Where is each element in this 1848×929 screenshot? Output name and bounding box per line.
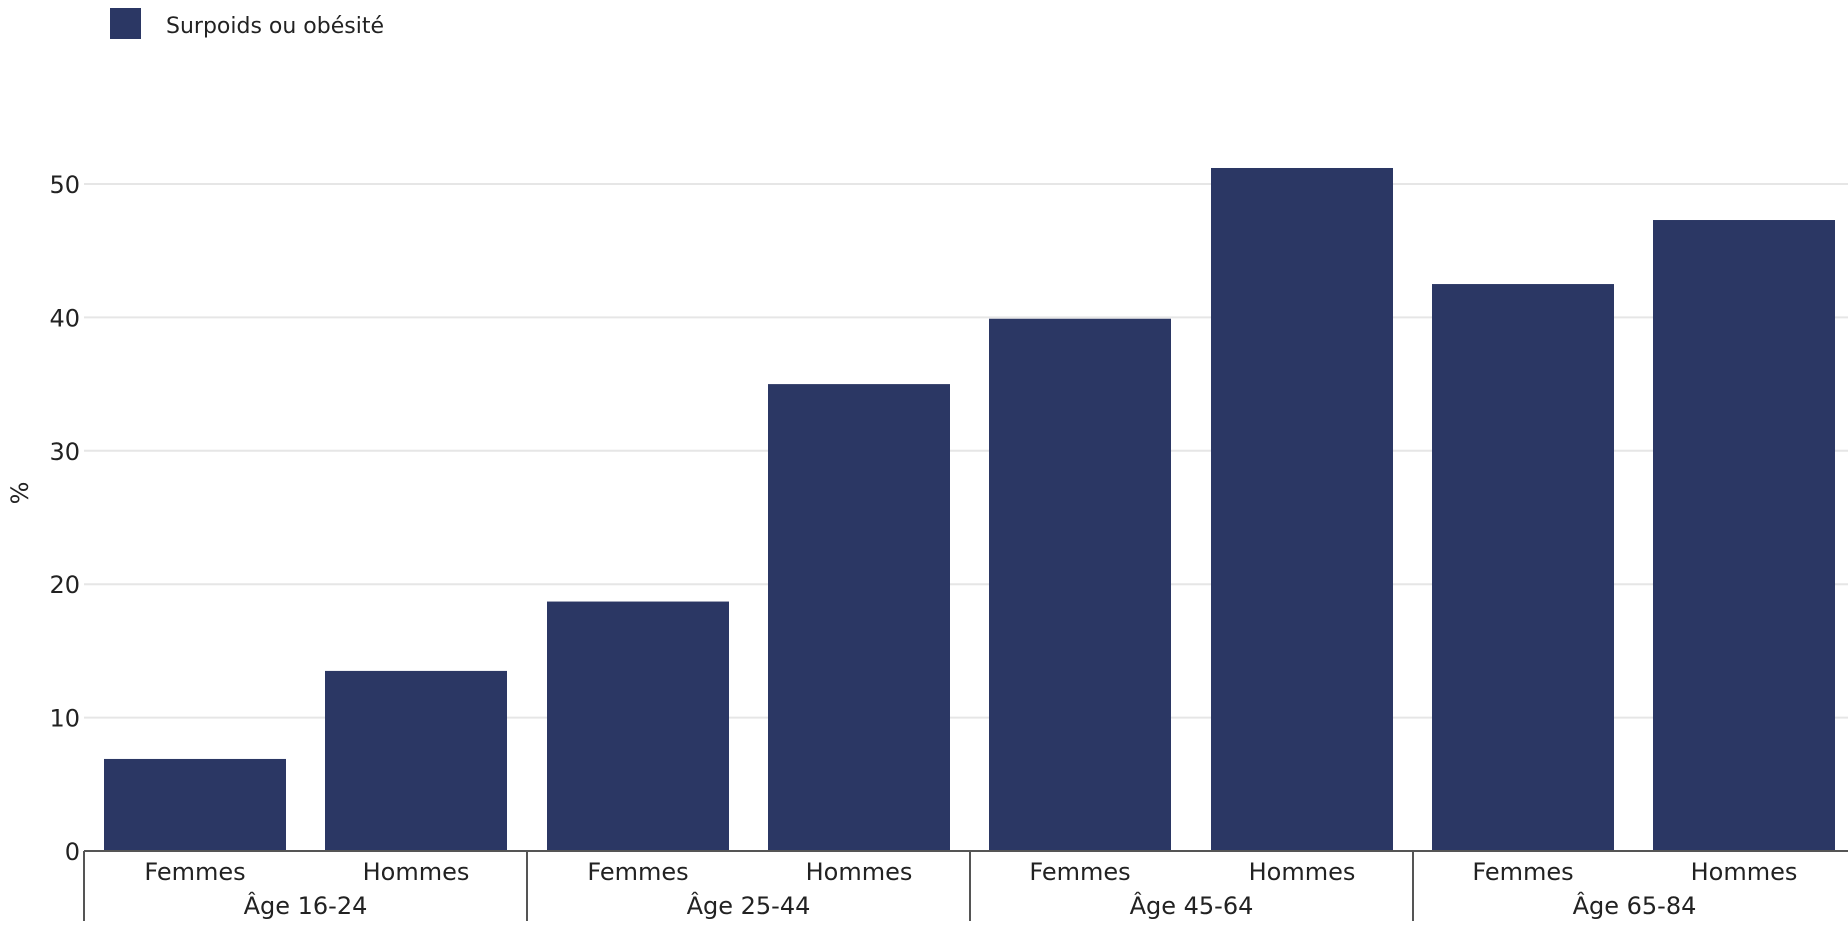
y-axis-title: % bbox=[6, 482, 34, 505]
y-axis-ticks: 0 10 20 30 40 50 bbox=[49, 171, 80, 866]
y-tick-label: 0 bbox=[65, 838, 80, 866]
bar bbox=[104, 758, 286, 851]
x-axis: Femmes Hommes Femmes Hommes Femmes Hommes Femm… bbox=[83, 850, 1848, 921]
x-tick-label: Femmes bbox=[144, 858, 245, 886]
x-tick-label: Femmes bbox=[1029, 858, 1130, 886]
x-tick-label: Hommes bbox=[806, 858, 913, 886]
x-tick-label: Hommes bbox=[1249, 858, 1356, 886]
group-label: Âge 65-84 bbox=[1573, 891, 1697, 920]
legend-swatch bbox=[110, 8, 141, 39]
bar bbox=[547, 601, 729, 851]
bar bbox=[325, 670, 507, 851]
y-tick-label: 50 bbox=[49, 171, 80, 199]
bar bbox=[1653, 220, 1835, 851]
group-label: Âge 16-24 bbox=[244, 891, 368, 920]
bar bbox=[1211, 167, 1393, 851]
bars bbox=[104, 167, 1835, 851]
x-tick-label: Femmes bbox=[587, 858, 688, 886]
legend-label: Surpoids ou obésité bbox=[166, 14, 384, 39]
group-label: Âge 25-44 bbox=[687, 891, 811, 920]
x-tick-label: Hommes bbox=[363, 858, 470, 886]
x-tick-label: Femmes bbox=[1472, 858, 1573, 886]
y-tick-label: 20 bbox=[49, 571, 80, 599]
group-label: Âge 45-64 bbox=[1130, 891, 1254, 920]
bar bbox=[989, 318, 1171, 851]
y-tick-label: 40 bbox=[49, 304, 80, 332]
y-tick-label: 10 bbox=[49, 705, 80, 733]
bar bbox=[1432, 284, 1614, 851]
x-tick-label: Hommes bbox=[1691, 858, 1798, 886]
legend: Surpoids ou obésité bbox=[110, 8, 384, 39]
bar bbox=[768, 384, 950, 851]
y-tick-label: 30 bbox=[49, 438, 80, 466]
